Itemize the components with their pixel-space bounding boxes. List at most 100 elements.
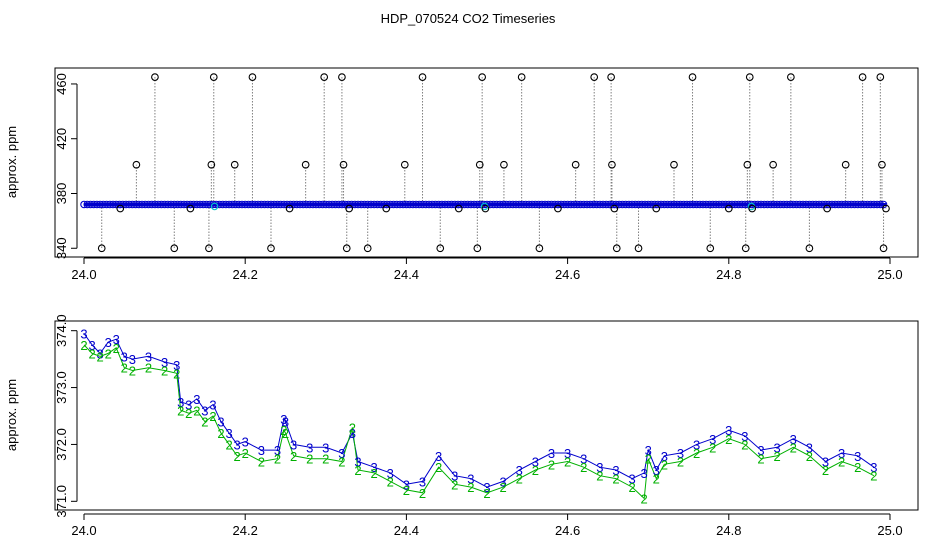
baseline-point-cyan [210,202,219,211]
series-2-point: 2 [201,415,208,430]
panel-top-frame [54,67,919,258]
spike-point [338,73,346,81]
spike-point [500,160,508,169]
spike-point [879,244,888,253]
series-3-point: 3 [612,463,619,478]
spike-point [748,204,757,213]
spike-point [554,204,562,213]
series-2-point: 2 [282,426,289,441]
spike-point [382,204,391,213]
series-2-point: 2 [80,338,87,353]
spike-point [418,73,427,81]
series-3-point: 3 [854,449,861,464]
spike-point [132,160,141,169]
series-2-point: 2 [371,466,378,481]
series-3-point: 3 [516,463,523,478]
series-2-point: 2 [88,346,95,361]
series-2-point: 2 [234,449,241,464]
series-3-point: 3 [532,455,539,470]
figure-title: HDP_070524 CO2 Timeseries [381,11,556,26]
series-2-point: 2 [628,480,635,495]
series-3-point: 3 [564,446,571,461]
series-3-point: 3 [419,474,426,489]
series-3-point: 3 [177,395,184,410]
panel-bottom-y-tick-label: 371.0 [54,485,69,518]
series-3-point: 3 [757,443,764,458]
spike-point [517,73,526,81]
series-3-point: 3 [693,437,700,452]
series-3-point: 3 [234,437,241,452]
series-2-point: 2 [177,403,184,418]
series-3-point: 3 [121,349,128,364]
spike-point [209,73,218,81]
series-2-point: 2 [113,341,120,356]
spike-point [345,204,354,213]
panel-top-y-label: approx. ppm [4,126,19,198]
panel-top-x-axis: 24.0 24.2 24.4 24.6 24.8 25.0 [71,257,903,282]
spike-point [607,73,615,81]
spike-point [97,244,106,253]
panel-top-baseline-series [80,200,888,211]
panel-top-x-tick-label: 24.0 [71,267,96,282]
spike-point [608,160,616,169]
series-3-point: 3 [354,455,361,470]
series-3-point: 3 [105,335,112,350]
series-2-point: 2 [185,406,192,421]
panel-top-y-tick-label: 340 [54,237,69,259]
series-2-point: 2 [822,463,829,478]
series-2-point: 2 [709,440,716,455]
series-2-line [83,344,875,500]
panel-bottom-y-tick-label: 372.0 [54,428,69,461]
panel-bottom-x-tick-label: 24.6 [555,523,580,538]
spike-point [301,160,310,169]
series-3-point: 3 [403,477,410,492]
series-3-point: 3 [201,403,208,418]
spike-point [741,244,750,253]
series-2-point: 2 [838,455,845,470]
spike-point [475,160,484,169]
spike-point [571,160,580,169]
series-3-point: 3 [274,443,281,458]
series-3-point: 3 [161,355,168,370]
spike-point [478,73,487,81]
series-3-line [83,333,875,488]
series-3-point: 3 [306,440,313,455]
baseline-point [879,200,888,209]
panel-bottom-x-tick-label: 24.4 [394,523,419,538]
series-2-point: 2 [306,452,313,467]
series-3-point: 3 [483,480,490,495]
panel-top-x-tick-label: 24.4 [394,267,419,282]
spike-point [535,244,544,253]
series-3-point: 3 [258,443,265,458]
series-3-point: 3 [580,452,587,467]
series-2-point: 2 [693,446,700,461]
panel-bottom-y-tick-label: 373.0 [54,371,69,404]
series-2-point: 2 [161,364,168,379]
baseline-point [876,200,885,209]
panel-top: 24.0 24.2 24.4 24.6 24.8 25.0 340 380 420 460 ap… [4,67,919,282]
spike-point [823,204,831,213]
panel-bottom-y-label: approx. ppm [4,379,19,451]
panel-bottom-y-axis: 371.0 372.0 373.0 374.0 [54,314,78,518]
panel-bottom-frame [54,320,919,511]
series-3-point: 3 [322,440,329,455]
panel-bottom-x-tick-label: 24.0 [71,523,96,538]
series-2-point: 2 [419,486,426,501]
series-2-point: 2 [354,463,361,478]
spike-point [363,244,372,253]
series-2-point: 2 [870,469,877,484]
spike-point [612,244,621,253]
series-3-point: 3 [677,446,684,461]
series-2-point: 2 [193,403,200,418]
spike-point [339,160,348,169]
series-3-point: 3 [290,437,297,452]
spike-point [634,244,643,253]
spike-point [230,160,239,169]
series-3-point: 3 [653,463,660,478]
panel-bottom-x-tick-label: 24.8 [716,523,741,538]
spike-point [841,160,850,169]
spike-point [454,204,463,213]
